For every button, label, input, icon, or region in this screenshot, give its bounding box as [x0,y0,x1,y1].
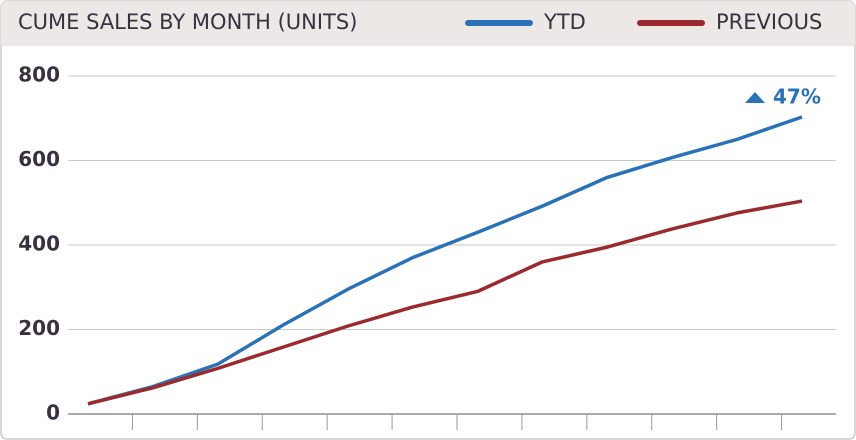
chart-title: CUME SALES BY MONTH (UNITS) [18,10,357,34]
legend-label: PREVIOUS [716,10,822,34]
y-tick-label: 200 [18,316,60,340]
legend-label: YTD [543,10,586,34]
header [1,1,855,46]
series-line [87,199,803,406]
up-arrow [745,92,765,103]
y-tick-label: 400 [18,232,60,256]
y-tick-label: 600 [18,147,60,171]
annotation: 47% [773,85,821,109]
series-line [87,115,803,406]
y-tick-label: 0 [46,401,60,425]
y-tick-label: 800 [18,63,60,87]
